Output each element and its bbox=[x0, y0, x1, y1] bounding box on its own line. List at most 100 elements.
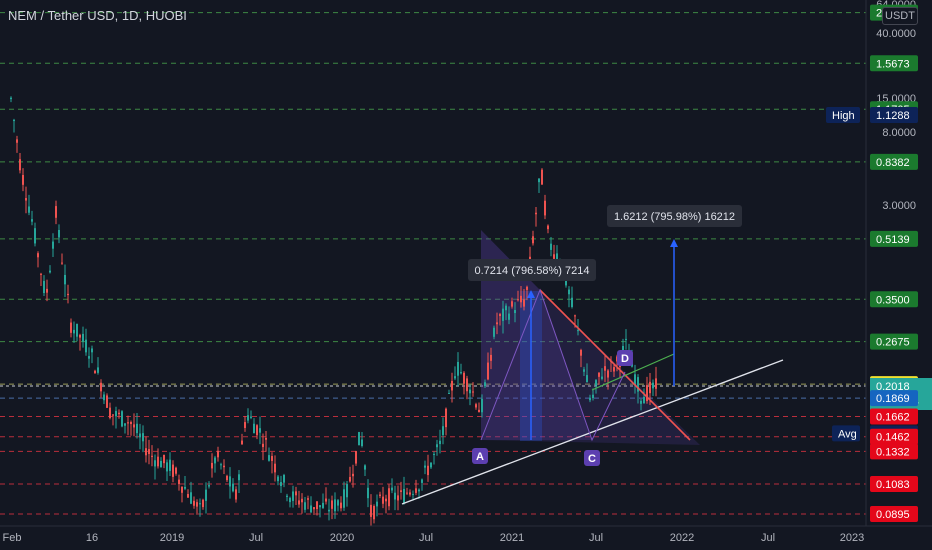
candle-body bbox=[82, 333, 84, 342]
price-label: 1.1288 bbox=[876, 110, 910, 122]
candle-body bbox=[361, 439, 363, 446]
candle-body bbox=[124, 423, 126, 426]
price-label-box bbox=[870, 153, 918, 170]
candle-body bbox=[355, 451, 357, 464]
candle-body bbox=[643, 396, 645, 404]
candle-body bbox=[214, 457, 216, 464]
candle-body bbox=[286, 495, 288, 497]
candle-body bbox=[433, 453, 435, 455]
candle-body bbox=[655, 378, 657, 389]
candle-body bbox=[523, 299, 525, 307]
candle-body bbox=[208, 485, 210, 487]
candle-body bbox=[172, 464, 174, 477]
candle-body bbox=[157, 456, 159, 467]
harmonic-pattern bbox=[481, 230, 700, 445]
candle-body bbox=[394, 492, 396, 500]
candle-body bbox=[592, 394, 594, 399]
candle-body bbox=[91, 348, 93, 353]
candle-body bbox=[259, 428, 261, 433]
current-price-label: 0.2018 bbox=[876, 381, 910, 393]
candle-body bbox=[181, 486, 183, 493]
candle-body bbox=[571, 297, 573, 307]
time-tick-label: Jul bbox=[761, 532, 775, 544]
price-tag-box bbox=[832, 425, 860, 442]
candle-body bbox=[358, 432, 360, 446]
candle-body bbox=[310, 505, 312, 513]
candle-body bbox=[130, 422, 132, 425]
candle-body bbox=[544, 200, 546, 216]
candle-body bbox=[316, 501, 318, 510]
measure-label-2-box bbox=[607, 205, 742, 227]
price-axis[interactable]: 64.000040.000025.000015.00008.00005.0000… bbox=[826, 0, 932, 526]
candle-body bbox=[289, 497, 291, 503]
price-tick-label: 8.0000 bbox=[882, 127, 916, 139]
candle-body bbox=[625, 338, 627, 340]
candle-body bbox=[646, 385, 648, 402]
candle-body bbox=[145, 448, 147, 456]
candle-body bbox=[73, 329, 75, 334]
candle-body bbox=[43, 280, 45, 294]
candle-body bbox=[454, 376, 456, 379]
candle-body bbox=[469, 389, 471, 394]
candle-body bbox=[490, 354, 492, 361]
candle-body bbox=[166, 462, 168, 472]
price-label: 0.0895 bbox=[876, 509, 910, 521]
candle-body bbox=[346, 484, 348, 498]
candle-body bbox=[103, 394, 105, 401]
candle-body bbox=[271, 456, 273, 461]
price-label: 0.2675 bbox=[876, 337, 910, 349]
candle-body bbox=[421, 479, 423, 483]
measure-label-1-box bbox=[468, 259, 596, 281]
candle-body bbox=[481, 398, 483, 413]
price-label-box bbox=[870, 106, 918, 123]
candle-body bbox=[139, 433, 141, 438]
time-tick-label: 16 bbox=[86, 532, 98, 544]
candle-body bbox=[277, 476, 279, 482]
price-tag-label: Avg bbox=[838, 428, 857, 440]
candle-body bbox=[574, 315, 576, 317]
candle-body bbox=[553, 254, 555, 259]
candle-body bbox=[220, 464, 222, 466]
candle-body bbox=[484, 382, 486, 387]
candle-body bbox=[634, 374, 636, 386]
candle-body bbox=[280, 482, 282, 487]
candle-body bbox=[202, 499, 204, 508]
candle-body bbox=[583, 369, 585, 372]
candle-body bbox=[190, 492, 192, 504]
time-tick-label: Feb bbox=[3, 532, 22, 544]
candle-body bbox=[496, 322, 498, 325]
candle-body bbox=[649, 381, 651, 394]
candle-body bbox=[100, 382, 102, 392]
candle-body bbox=[535, 212, 537, 215]
candle-body bbox=[19, 159, 21, 171]
price-label-box bbox=[870, 506, 918, 522]
candle-body bbox=[211, 462, 213, 469]
price-label: 0.3500 bbox=[876, 294, 910, 306]
candle-body bbox=[526, 286, 528, 290]
candle-body bbox=[160, 461, 162, 468]
candle-body bbox=[352, 473, 354, 477]
candle-body bbox=[586, 375, 588, 383]
candle-body bbox=[637, 377, 639, 392]
time-tick-label: Jul bbox=[589, 532, 603, 544]
candle-body bbox=[163, 454, 165, 464]
candle-body bbox=[175, 467, 177, 474]
candle-body bbox=[25, 198, 27, 201]
time-axis[interactable]: Feb 16 2019 Jul 2020 Jul 2021 Jul 2022 Jul 2023 bbox=[0, 525, 932, 544]
time-tick-label: 2021 bbox=[500, 532, 524, 544]
candle-body bbox=[340, 502, 342, 509]
currency-unit[interactable]: USDT bbox=[882, 7, 918, 25]
candle-body bbox=[334, 499, 336, 512]
candle-body bbox=[568, 289, 570, 295]
candle-body bbox=[106, 395, 108, 408]
candle-body bbox=[541, 169, 543, 185]
candle-body bbox=[475, 404, 477, 408]
candle-body bbox=[304, 502, 306, 510]
candle-body bbox=[67, 293, 69, 296]
candle-body bbox=[79, 334, 81, 338]
point-a-label-box bbox=[472, 448, 488, 464]
candle-body bbox=[598, 372, 600, 377]
candle-body bbox=[94, 370, 96, 374]
candle-body bbox=[250, 416, 252, 418]
